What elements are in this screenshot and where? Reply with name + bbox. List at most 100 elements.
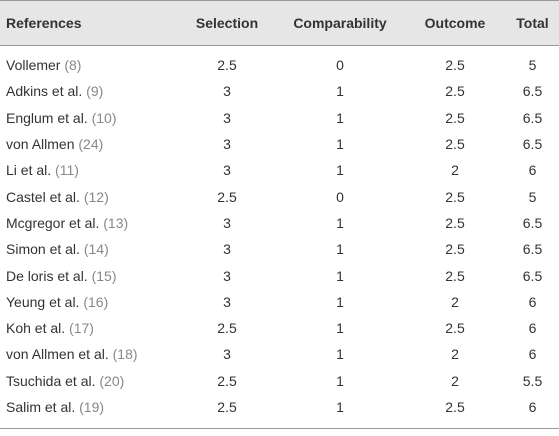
score-cell: 6 <box>528 293 537 310</box>
header-row: References Selection Comparability Outcome T… <box>0 0 559 46</box>
citation: (18) <box>112 346 138 363</box>
author: von Allmen et al. <box>6 346 109 363</box>
reference-cell: von Allmen (24) <box>0 131 178 157</box>
score-cell: 3 <box>223 346 231 363</box>
score-cell: 2.5 <box>445 83 465 100</box>
author: Salim et al. <box>6 399 76 415</box>
citation: (19) <box>79 399 105 415</box>
author: Simon et al. <box>6 241 80 258</box>
table-body: Vollemer (8) 2.5 0 2.5 5 Adkins et al. (9) 3 1 2… <box>0 46 559 430</box>
score-cell: 6.5 <box>522 109 543 126</box>
citation: (13) <box>103 214 129 231</box>
citation: (12) <box>83 188 109 205</box>
table-row: Mcgregor et al. (13) 3 1 2.5 6.5 <box>0 210 559 236</box>
score-cell: 1 <box>336 267 344 284</box>
score-cell: 6 <box>506 393 559 430</box>
citation: (15) <box>91 267 117 284</box>
reference-cell: Salim et al. (19) <box>0 393 178 430</box>
score-cell: 2.5 <box>178 393 276 430</box>
author: von Allmen <box>6 136 75 153</box>
score-cell: 1 <box>276 393 404 430</box>
score-cell: 2.5 <box>445 214 465 231</box>
column-header: Comparability <box>276 0 404 46</box>
reference-cell: Castel et al. (12) <box>0 183 178 209</box>
score-cell: 2.5 <box>404 393 506 430</box>
score-cell: 2 <box>451 162 459 179</box>
author: Castel et al. <box>6 188 80 205</box>
score-cell: 1 <box>336 162 344 179</box>
table-row: Koh et al. (17) 2.5 1 2.5 6 <box>0 315 559 341</box>
reference-cell: Mcgregor et al. (13) <box>0 210 178 236</box>
author: Li et al. <box>6 162 52 179</box>
column-header: Selection <box>178 0 276 46</box>
score-cell: 6.5 <box>522 241 543 258</box>
score-cell: 6 <box>528 320 537 337</box>
reference-cell: Koh et al. (17) <box>0 315 178 341</box>
table-row: Yeung et al. (16) 3 1 2 6 <box>0 289 559 315</box>
score-cell: 1 <box>336 109 344 126</box>
score-cell: 2.5 <box>445 109 465 126</box>
score-cell: 2.5 <box>217 188 237 205</box>
author: Tsuchida et al. <box>6 372 96 389</box>
table-row: Adkins et al. (9) 3 1 2.5 6.5 <box>0 78 559 104</box>
reference-cell: De loris et al. (15) <box>0 262 178 288</box>
reference-cell: Yeung et al. (16) <box>0 289 178 315</box>
column-header: Total <box>506 0 559 46</box>
score-cell: 6.5 <box>522 267 543 284</box>
citation: (17) <box>69 320 94 337</box>
citation: (10) <box>91 109 117 126</box>
table-row: De loris et al. (15) 3 1 2.5 6.5 <box>0 262 559 288</box>
score-cell: 3 <box>223 136 231 153</box>
score-cell: 5 <box>528 188 537 205</box>
score-cell: 5.5 <box>522 372 543 389</box>
score-cell: 6.5 <box>522 136 543 153</box>
score-cell: 3 <box>223 162 231 179</box>
score-cell: 2 <box>451 293 459 310</box>
score-cell: 6 <box>528 162 537 179</box>
table-row: Englum et al. (10) 3 1 2.5 6.5 <box>0 105 559 131</box>
author: Mcgregor et al. <box>6 214 100 231</box>
score-cell: 3 <box>223 214 231 231</box>
score-cell: 2.5 <box>217 57 237 74</box>
citation: (11) <box>55 162 79 179</box>
score-cell: 5 <box>528 57 537 74</box>
score-cell: 1 <box>336 372 344 389</box>
citation: (9) <box>86 83 104 100</box>
table-row: Castel et al. (12) 2.5 0 2.5 5 <box>0 183 559 209</box>
table-header: References Selection Comparability Outcome T… <box>0 0 559 46</box>
author: Koh et al. <box>6 320 66 337</box>
score-cell: 3 <box>223 241 231 258</box>
score-cell: 2 <box>451 346 459 363</box>
reference-cell: Simon et al. (14) <box>0 236 178 262</box>
reference-cell: Adkins et al. (9) <box>0 78 178 104</box>
score-cell: 1 <box>336 83 344 100</box>
score-cell: 2.5 <box>445 136 465 153</box>
citation: (24) <box>78 136 104 153</box>
reference-cell: Vollemer (8) <box>0 46 178 79</box>
citation: (20) <box>99 372 125 389</box>
score-cell: 2.5 <box>445 320 465 337</box>
citation: (8) <box>64 57 82 74</box>
score-cell: 1 <box>336 241 344 258</box>
score-cell: 1 <box>336 320 344 337</box>
author: Adkins et al. <box>6 83 83 100</box>
score-cell: 1 <box>336 293 344 310</box>
reference-cell: Li et al. (11) <box>0 157 178 183</box>
reference-cell: von Allmen et al. (18) <box>0 341 178 367</box>
score-cell: 1 <box>336 346 344 363</box>
reference-cell: Englum et al. (10) <box>0 105 178 131</box>
column-header: References <box>0 0 178 46</box>
score-cell: 1 <box>336 214 344 231</box>
table-row: Li et al. (11) 3 1 2 6 <box>0 157 559 183</box>
score-cell: 2.5 <box>217 320 237 337</box>
score-cell: 3 <box>223 83 231 100</box>
score-cell: 3 <box>223 293 231 310</box>
score-cell: 6.5 <box>522 83 543 100</box>
citation: (16) <box>83 293 109 310</box>
citation: (14) <box>83 241 109 258</box>
author: De loris et al. <box>6 267 88 284</box>
author: Englum et al. <box>6 109 88 126</box>
score-cell: 6 <box>528 346 537 363</box>
